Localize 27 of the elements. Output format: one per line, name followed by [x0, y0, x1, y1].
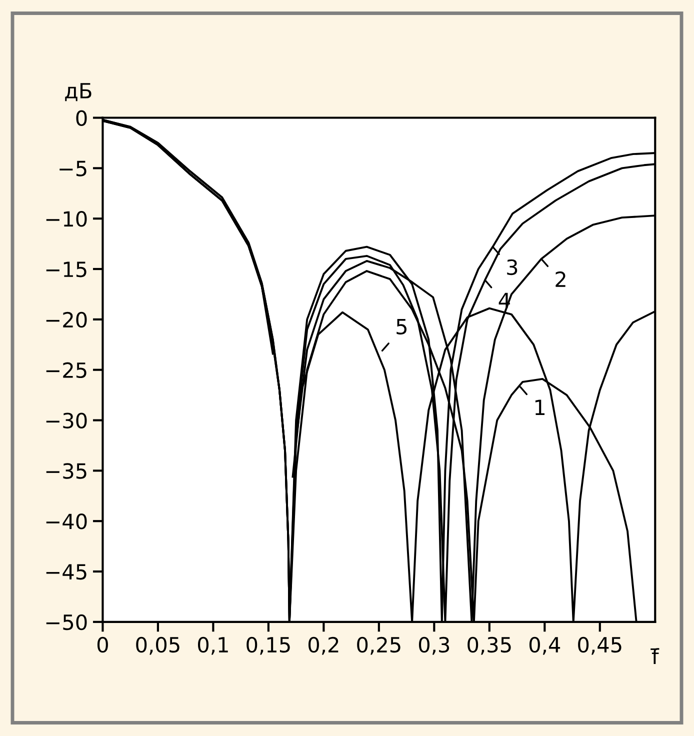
x-tick-label: 0,05	[136, 636, 180, 655]
y-tick-label: 0	[76, 110, 87, 126]
x-tick-label: 0,1	[198, 636, 228, 655]
y-tick-label: −5	[60, 160, 86, 176]
x-tick-label: 0,25	[357, 636, 400, 655]
x-tick-label: 0,2	[308, 636, 338, 655]
annotation: 5	[396, 319, 406, 335]
x-axis-title: f̄	[650, 648, 660, 664]
annotation: 2	[556, 271, 566, 287]
annotation: 3	[507, 259, 518, 276]
y-axis-title: дБ	[65, 83, 92, 102]
y-tick-label: −40	[46, 514, 87, 530]
annotation: 1	[535, 400, 544, 415]
x-tick-label: 0,15	[246, 636, 290, 655]
y-tick-label: −10	[46, 211, 87, 227]
x-tick-label: 0,3	[418, 636, 450, 655]
y-tick-label: −45	[46, 564, 86, 580]
x-tick-label: 0,35	[468, 636, 511, 655]
x-tick-label: 0,45	[578, 636, 622, 655]
y-tick-label: −25	[46, 362, 86, 378]
x-tick-label: 0,4	[529, 636, 560, 655]
y-tick-label: −15	[46, 262, 86, 278]
y-tick-label: −35	[46, 463, 86, 479]
x-tick-label: 0	[97, 636, 108, 653]
y-tick-label: −20	[46, 312, 87, 328]
y-tick-label: −30	[46, 412, 87, 428]
y-tick-label: −50	[46, 614, 87, 630]
